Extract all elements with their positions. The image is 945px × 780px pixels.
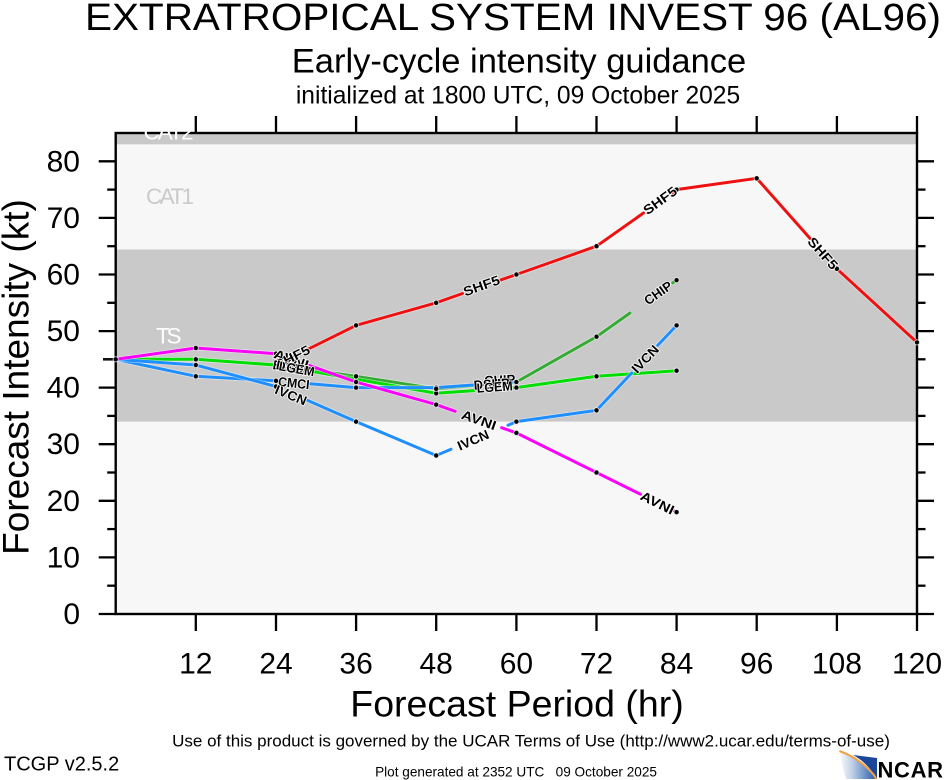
- svg-text:Forecast Period (hr): Forecast Period (hr): [350, 683, 683, 725]
- svg-text:108: 108: [812, 648, 862, 681]
- svg-text:40: 40: [47, 372, 80, 405]
- svg-text:48: 48: [420, 648, 453, 681]
- svg-text:30: 30: [47, 428, 80, 461]
- svg-text:Use of this product is governe: Use of this product is governed by the U…: [172, 732, 890, 751]
- svg-text:80: 80: [47, 145, 80, 178]
- svg-text:BAMM: BAMM: [272, 357, 310, 378]
- svg-text:TCGP v2.5.2: TCGP v2.5.2: [4, 754, 119, 776]
- svg-text:CHIP: CHIP: [484, 372, 516, 389]
- svg-text:0: 0: [63, 598, 80, 631]
- svg-text:50: 50: [47, 315, 80, 348]
- svg-text:Forecast Intensity (kt): Forecast Intensity (kt): [0, 199, 37, 555]
- svg-text:24: 24: [259, 648, 292, 681]
- svg-text:Early-cycle intensity guidance: Early-cycle intensity guidance: [292, 43, 746, 81]
- svg-text:60: 60: [47, 259, 80, 292]
- svg-text:36: 36: [339, 648, 372, 681]
- svg-text:72: 72: [580, 648, 613, 681]
- svg-text:initialized at 1800 UTC, 09 Oc: initialized at 1800 UTC, 09 October 2025: [296, 83, 740, 110]
- svg-text:70: 70: [47, 202, 80, 235]
- svg-text:LGEM: LGEM: [278, 358, 316, 379]
- svg-text:CAT1: CAT1: [146, 184, 194, 209]
- svg-text:TS: TS: [156, 324, 182, 349]
- svg-text:20: 20: [47, 485, 80, 518]
- svg-text:DSHP: DSHP: [275, 357, 314, 379]
- svg-text:CAT2: CAT2: [144, 120, 194, 145]
- svg-text:EXTRATROPICAL SYSTEM INVEST 96: EXTRATROPICAL SYSTEM INVEST 96 (AL96): [85, 0, 941, 39]
- svg-text:96: 96: [740, 648, 773, 681]
- svg-text:DSHP: DSHP: [473, 375, 510, 392]
- svg-text:12: 12: [179, 648, 212, 681]
- svg-text:CMCI: CMCI: [277, 374, 310, 392]
- svg-text:NCAR: NCAR: [878, 758, 944, 780]
- svg-text:84: 84: [660, 648, 693, 681]
- svg-text:10: 10: [47, 541, 80, 574]
- svg-text:LGEM: LGEM: [476, 378, 513, 395]
- svg-text:120: 120: [892, 648, 942, 681]
- svg-text:Plot generated at 2352 UTC 0: Plot generated at 2352 UTC 09 October 20…: [375, 765, 657, 780]
- svg-text:60: 60: [500, 648, 533, 681]
